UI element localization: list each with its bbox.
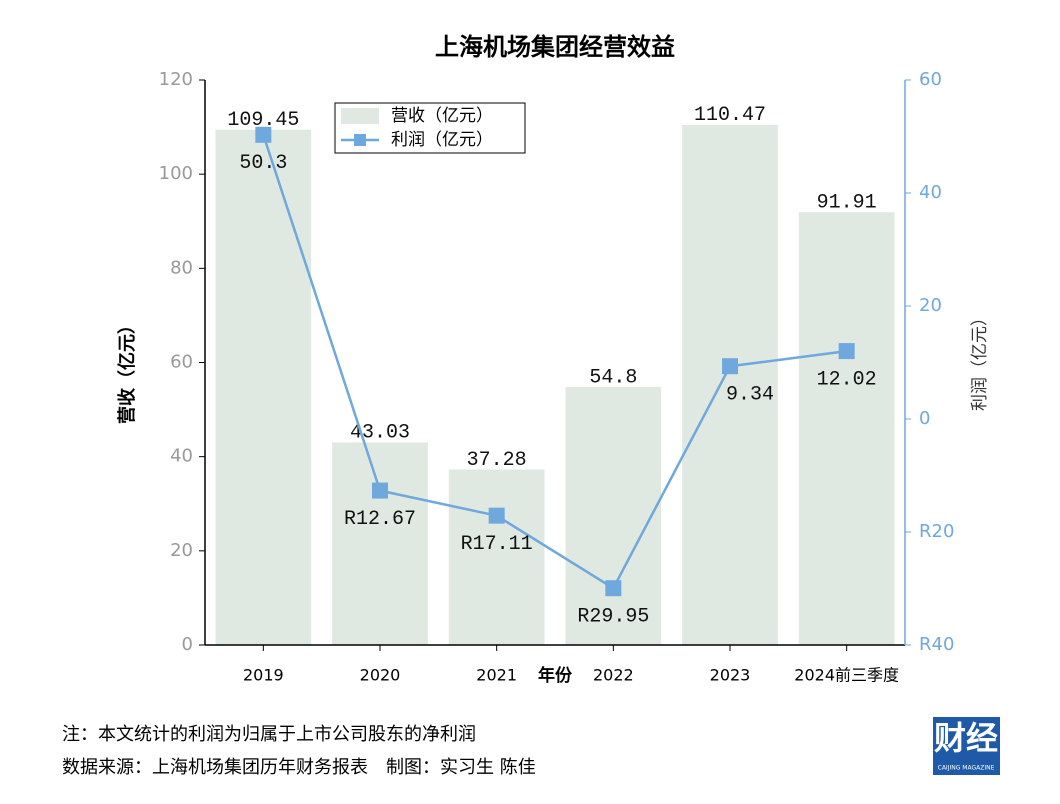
y2-tick-label: 60 [919,69,942,90]
y-tick-label: 100 [159,163,193,184]
x-tick-label: 2022 [593,666,634,685]
profit-marker [605,580,622,597]
bar [215,129,312,645]
y-tick-label: 80 [170,257,193,278]
x-axis-label: 年份 [538,665,573,686]
y-tick-label: 0 [182,634,193,655]
bar [332,442,428,645]
line-value-label: 12.02 [817,368,877,391]
bar-value-label: 43.03 [350,422,410,445]
y2-tick-label: 40 [919,182,942,203]
profit-marker [488,507,505,524]
line-value-label: R17.11 [461,533,533,556]
y-tick-label: 120 [159,69,193,90]
line-value-label: R29.95 [577,605,649,628]
profit-marker [372,482,388,499]
bar-value-label: 54.8 [589,366,637,389]
profit-marker [722,358,738,375]
x-tick-label: 2020 [360,666,401,685]
y2-tick-label: 20 [919,295,942,316]
profit-marker [255,126,272,143]
y-tick-label: 60 [170,352,193,373]
bar-value-label: 109.45 [227,109,299,132]
bar [682,124,778,645]
line-value-label: 50.3 [239,152,287,175]
bar-value-label: 37.28 [467,449,527,472]
bar-value-label: 110.47 [694,104,766,127]
logo-text: 财经 [934,719,998,757]
y-tick-label: 20 [170,540,193,561]
x-tick-label: 2021 [476,666,517,685]
y2-axis-label: 利润（亿元） [970,309,990,411]
bar [448,469,545,645]
bar [565,386,662,645]
bar [798,212,895,645]
line-value-label: R12.67 [344,508,416,531]
logo-box [933,717,1000,775]
legend-marker [354,134,366,146]
source: 数据来源：上海机场集团历年财务报表 制图：实习生 陈佳 [62,757,536,778]
x-tick-label: 2023 [710,666,751,685]
x-tick-label: 2019 [243,666,284,685]
chart-title: 上海机场集团经营效益 [435,33,675,61]
profit-line [262,134,847,590]
y2-tick-label: 0 [919,408,930,429]
x-tick-label: 2024前三季度 [794,666,899,685]
line-value-label: 9.34 [726,384,774,407]
logo-subtext: CAIJING MAGAZINE [938,765,995,772]
y-tick-label: 40 [170,446,193,467]
legend-swatch [341,108,379,124]
y2-tick-label: R20 [919,521,954,542]
y-axis-label: 营收（亿元） [116,316,138,424]
profit-marker [838,343,855,360]
bar-value-label: 91.91 [817,192,877,215]
y2-tick-label: R40 [919,634,954,655]
legend-label: 利润（亿元） [391,130,493,150]
legend-label: 营收（亿元） [391,106,493,126]
footnote: 注：本文统计的利润为归属于上市公司股东的净利润 [62,724,476,745]
